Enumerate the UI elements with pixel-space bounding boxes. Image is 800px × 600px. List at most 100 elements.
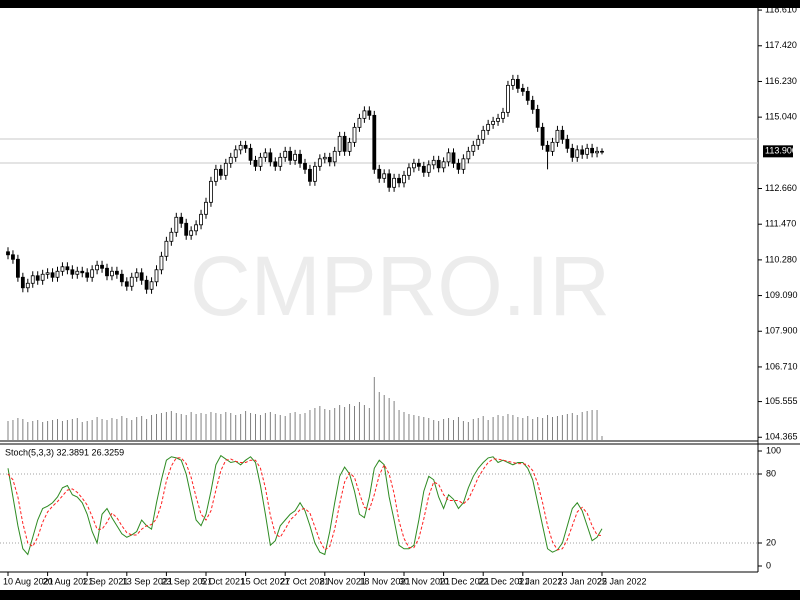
candle-body bbox=[421, 165, 426, 173]
candle-body bbox=[124, 281, 129, 287]
last-price-label: 113.900 bbox=[765, 146, 797, 156]
candle-body bbox=[456, 162, 461, 170]
candle-body bbox=[446, 152, 451, 163]
top-border bbox=[0, 0, 800, 8]
candle-body bbox=[407, 167, 411, 176]
candle-body bbox=[105, 267, 109, 277]
candle-body bbox=[486, 123, 491, 131]
y-tick-label: 100 bbox=[766, 445, 781, 455]
candle-body bbox=[80, 270, 85, 274]
y-tick-label: 117.420 bbox=[765, 40, 797, 50]
candle-body bbox=[506, 84, 510, 113]
candle-body bbox=[159, 255, 164, 271]
candle-body bbox=[342, 135, 347, 152]
candle-body bbox=[179, 216, 184, 224]
candle-body bbox=[510, 78, 515, 86]
candle-body bbox=[228, 156, 233, 164]
candle-body bbox=[6, 251, 10, 256]
candle-body bbox=[154, 269, 159, 283]
candle-body bbox=[263, 152, 268, 158]
y-tick-label: 118.610 bbox=[765, 4, 797, 14]
candle-body bbox=[431, 159, 436, 166]
candle-body bbox=[268, 152, 273, 163]
bottom-border bbox=[0, 590, 800, 600]
candle-body bbox=[545, 144, 550, 152]
candle-body bbox=[15, 258, 20, 278]
x-tick-label: 10 Aug 2021 bbox=[3, 576, 54, 586]
x-tick-label: 5 Oct 2021 bbox=[201, 576, 245, 586]
candle-body bbox=[204, 201, 208, 215]
candle-body bbox=[194, 224, 199, 232]
indicator-title: Stoch(5,3,3) 32.3891 26.3259 bbox=[5, 447, 124, 457]
candle-body bbox=[283, 150, 288, 158]
candle-body bbox=[451, 152, 456, 164]
candle-body bbox=[377, 168, 382, 179]
candle-body bbox=[515, 78, 520, 89]
x-tick-label: 3 Jan 2022 bbox=[518, 576, 563, 586]
candle-body bbox=[476, 138, 481, 146]
candle-body bbox=[218, 168, 223, 176]
x-tick-label: 15 Oct 2021 bbox=[241, 576, 290, 586]
candle-body bbox=[525, 90, 530, 101]
candle-body bbox=[90, 269, 95, 278]
y-tick-label: 110.280 bbox=[765, 254, 797, 264]
candle-body bbox=[372, 114, 377, 170]
candle-body bbox=[550, 141, 555, 152]
candle-body bbox=[70, 269, 75, 275]
candle-body bbox=[387, 173, 392, 188]
candle-body bbox=[258, 156, 263, 167]
x-tick-label: 8 Nov 2021 bbox=[320, 576, 366, 586]
candle-body bbox=[223, 162, 228, 176]
candle-body bbox=[317, 158, 322, 167]
candle-body bbox=[347, 141, 352, 152]
candle-body bbox=[40, 273, 45, 281]
last-price-box bbox=[763, 145, 793, 158]
candle-body bbox=[139, 272, 144, 281]
candle-body bbox=[501, 111, 505, 119]
candle-body bbox=[35, 275, 40, 281]
candle-body bbox=[392, 177, 397, 188]
candle-body bbox=[337, 135, 342, 152]
candle-body bbox=[436, 159, 441, 169]
x-tick-label: 20 Aug 2021 bbox=[43, 576, 94, 586]
y-tick-label: 106.710 bbox=[765, 361, 798, 371]
y-tick-label: 80 bbox=[766, 468, 776, 478]
candle-body bbox=[303, 162, 307, 170]
candle-body bbox=[481, 129, 486, 140]
candle-body bbox=[85, 272, 90, 278]
candle-body bbox=[555, 129, 560, 143]
candle-body bbox=[560, 129, 565, 140]
candle-body bbox=[397, 177, 401, 184]
indicator-line bbox=[7, 454, 603, 556]
candle-body bbox=[50, 272, 55, 278]
candle-body bbox=[25, 282, 30, 289]
candle-body bbox=[134, 272, 139, 278]
candle-body bbox=[293, 153, 298, 161]
candle-body bbox=[327, 156, 332, 163]
x-tick-label: 13 Jan 2022 bbox=[557, 576, 607, 586]
candle-body bbox=[288, 150, 293, 161]
candle-body bbox=[238, 144, 243, 151]
candle-body bbox=[595, 150, 599, 154]
candle-body bbox=[243, 144, 248, 149]
candle-body bbox=[75, 270, 80, 275]
y-tick-label: 112.660 bbox=[765, 183, 797, 193]
candle-body bbox=[540, 126, 545, 146]
candle-body bbox=[471, 144, 476, 152]
candle-body bbox=[213, 168, 218, 182]
y-tick-label: 105.555 bbox=[765, 396, 798, 406]
candle-body bbox=[144, 279, 149, 290]
x-tick-label: 23 Sep 2021 bbox=[161, 576, 212, 586]
candle-body bbox=[570, 147, 575, 158]
y-tick-label: 107.900 bbox=[765, 326, 798, 336]
x-tick-label: 10 Dec 2021 bbox=[439, 576, 490, 586]
candle-body bbox=[580, 149, 585, 155]
candle-body bbox=[308, 168, 312, 182]
candle-body bbox=[149, 281, 154, 290]
candle-body bbox=[253, 159, 258, 167]
candle-body bbox=[565, 138, 570, 149]
y-tick-label: 111.470 bbox=[765, 219, 796, 229]
candle-body bbox=[129, 276, 134, 287]
y-tick-label: 104.365 bbox=[765, 432, 798, 442]
